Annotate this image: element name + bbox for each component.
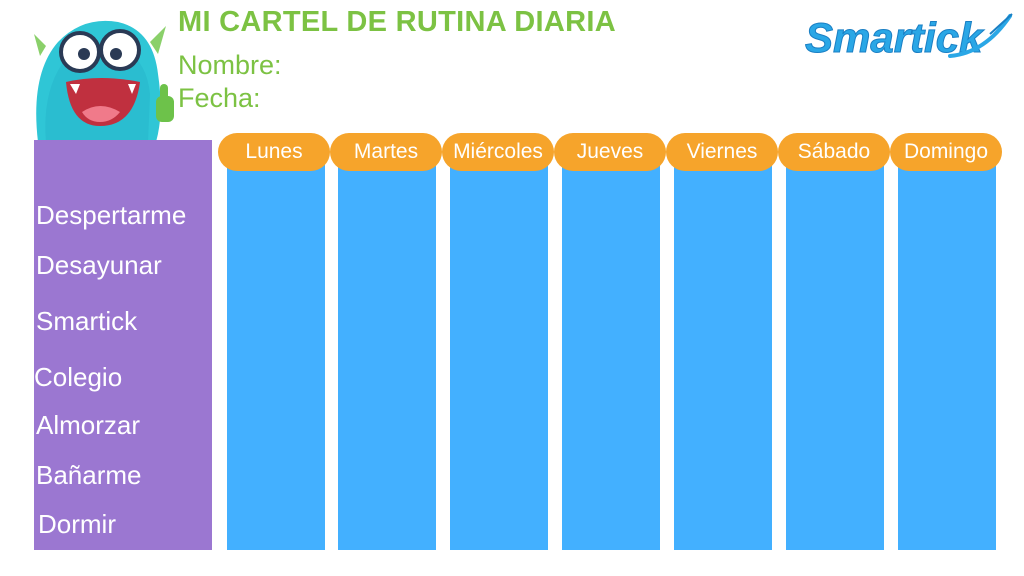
activity-label: Desayunar xyxy=(36,250,162,280)
name-field-label: Nombre: xyxy=(178,50,282,80)
page-title: MI CARTEL DE RUTINA DIARIA xyxy=(178,6,616,38)
day-header: Sábado xyxy=(778,133,890,171)
day-column-martes xyxy=(338,150,436,550)
day-header: Viernes xyxy=(666,133,778,171)
date-field-label: Fecha: xyxy=(178,83,261,113)
activity-label: Despertarme xyxy=(36,200,187,230)
activity-label: Bañarme xyxy=(36,460,142,490)
smartick-logo: Smartick xyxy=(805,13,1013,62)
day-column-lunes xyxy=(227,150,325,550)
monster-mascot-icon xyxy=(34,20,174,142)
activity-label: Almorzar xyxy=(36,410,141,440)
day-header: Miércoles xyxy=(442,133,554,171)
day-header: Lunes xyxy=(218,133,330,171)
day-column-domingo xyxy=(898,150,996,550)
day-column-miercoles xyxy=(450,150,548,550)
day-column-viernes xyxy=(674,150,772,550)
activity-label: Smartick xyxy=(36,306,138,336)
activity-label: Dormir xyxy=(38,509,116,539)
day-column-sabado xyxy=(786,150,884,550)
day-header: Jueves xyxy=(554,133,666,171)
day-column-jueves xyxy=(562,150,660,550)
day-header: Martes xyxy=(330,133,442,171)
activities-panel xyxy=(34,140,212,550)
day-header: Domingo xyxy=(890,133,1002,171)
activity-label: Colegio xyxy=(34,362,123,392)
logo-text: Smartick xyxy=(805,14,985,61)
